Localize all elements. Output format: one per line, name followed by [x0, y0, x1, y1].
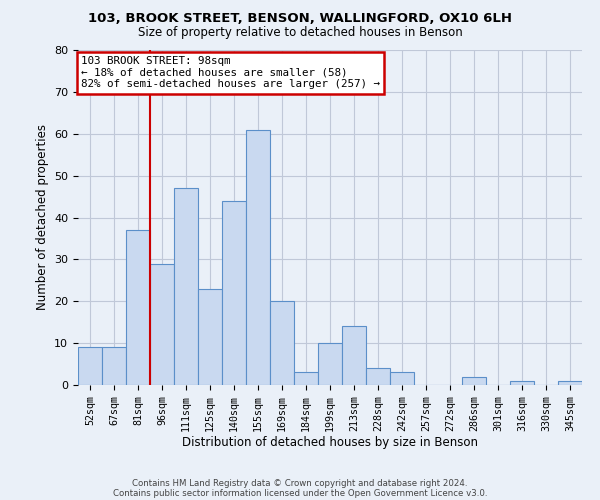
Bar — [366, 368, 390, 385]
Bar — [126, 230, 150, 385]
Text: Size of property relative to detached houses in Benson: Size of property relative to detached ho… — [137, 26, 463, 39]
Bar — [150, 264, 174, 385]
Text: 103, BROOK STREET, BENSON, WALLINGFORD, OX10 6LH: 103, BROOK STREET, BENSON, WALLINGFORD, … — [88, 12, 512, 26]
Bar — [390, 372, 414, 385]
Text: Contains public sector information licensed under the Open Government Licence v3: Contains public sector information licen… — [113, 488, 487, 498]
Bar — [222, 200, 246, 385]
Bar — [342, 326, 366, 385]
Bar — [462, 376, 486, 385]
Bar — [510, 381, 534, 385]
Bar — [558, 381, 582, 385]
Bar — [102, 348, 126, 385]
Bar — [246, 130, 270, 385]
Y-axis label: Number of detached properties: Number of detached properties — [35, 124, 49, 310]
Bar — [78, 348, 102, 385]
Text: 103 BROOK STREET: 98sqm
← 18% of detached houses are smaller (58)
82% of semi-de: 103 BROOK STREET: 98sqm ← 18% of detache… — [81, 56, 380, 90]
Bar — [318, 343, 342, 385]
Bar — [294, 372, 318, 385]
Text: Contains HM Land Registry data © Crown copyright and database right 2024.: Contains HM Land Registry data © Crown c… — [132, 478, 468, 488]
X-axis label: Distribution of detached houses by size in Benson: Distribution of detached houses by size … — [182, 436, 478, 450]
Bar — [198, 288, 222, 385]
Bar — [270, 301, 294, 385]
Bar — [174, 188, 198, 385]
